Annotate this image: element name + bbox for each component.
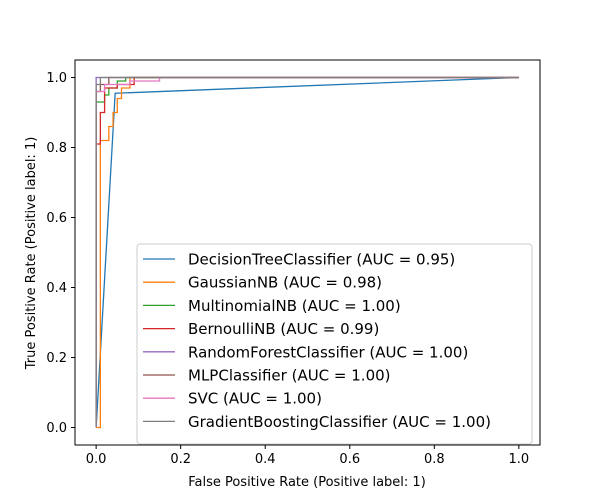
y-tick-label: 0.6 — [46, 211, 67, 226]
x-tick-label: 0.8 — [424, 452, 445, 467]
x-axis-label: False Positive Rate (Positive label: 1) — [188, 475, 426, 490]
legend-label-3: BernoulliNB (AUC = 0.99) — [188, 320, 379, 338]
series-group — [95, 76, 519, 429]
x-tick-label: 0.6 — [339, 452, 360, 467]
plot-area: 0.0 0.2 0.4 0.6 0.8 1.0 0.0 0.2 0.4 0.6 0.8 1.0 Deci… — [46, 59, 541, 467]
x-tick-label: 0.4 — [255, 452, 276, 467]
legend-label-7: GradientBoostingClassifier (AUC = 1.00) — [188, 413, 491, 431]
y-axis-label: True Positive Rate (Positive label: 1) — [24, 137, 39, 371]
series-line-6 — [95, 76, 519, 428]
y-tick-label: 1.0 — [46, 71, 67, 86]
x-tick-label: 0.0 — [86, 452, 107, 467]
legend-box — [136, 243, 533, 445]
legend: DecisionTreeClassifier (AUC = 0.95) Gauss… — [136, 243, 533, 445]
legend-label-6: SVC (AUC = 1.00) — [188, 390, 322, 408]
legend-label-5: MLPClassifier (AUC = 1.00) — [188, 367, 391, 385]
axes-frame — [74, 59, 541, 446]
y-tick-label: 0.4 — [46, 281, 67, 296]
y-tick-label: 0.0 — [46, 421, 67, 436]
legend-label-1: GaussianNB (AUC = 0.98) — [188, 274, 382, 292]
series-line-7 — [95, 76, 519, 428]
y-tick-label: 0.2 — [46, 351, 67, 366]
legend-label-2: MultinomialNB (AUC = 1.00) — [188, 297, 401, 315]
series-line-0 — [95, 76, 519, 428]
series-line-1 — [96, 76, 519, 429]
y-tick-label: 0.8 — [46, 141, 67, 156]
legend-label-0: DecisionTreeClassifier (AUC = 0.95) — [188, 251, 455, 269]
x-tick-label: 1.0 — [509, 452, 530, 467]
x-tick-label: 0.2 — [170, 452, 191, 467]
legend-label-4: RandomForestClassifier (AUC = 1.00) — [188, 343, 468, 361]
